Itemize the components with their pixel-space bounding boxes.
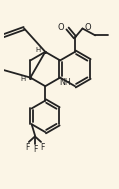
Text: O: O bbox=[58, 23, 64, 33]
Text: F: F bbox=[26, 143, 30, 152]
Text: F: F bbox=[33, 145, 37, 154]
Text: NH: NH bbox=[59, 78, 71, 88]
Text: H: H bbox=[20, 76, 25, 82]
Text: H: H bbox=[36, 47, 41, 53]
Text: F: F bbox=[40, 143, 44, 152]
Text: O: O bbox=[85, 23, 92, 32]
